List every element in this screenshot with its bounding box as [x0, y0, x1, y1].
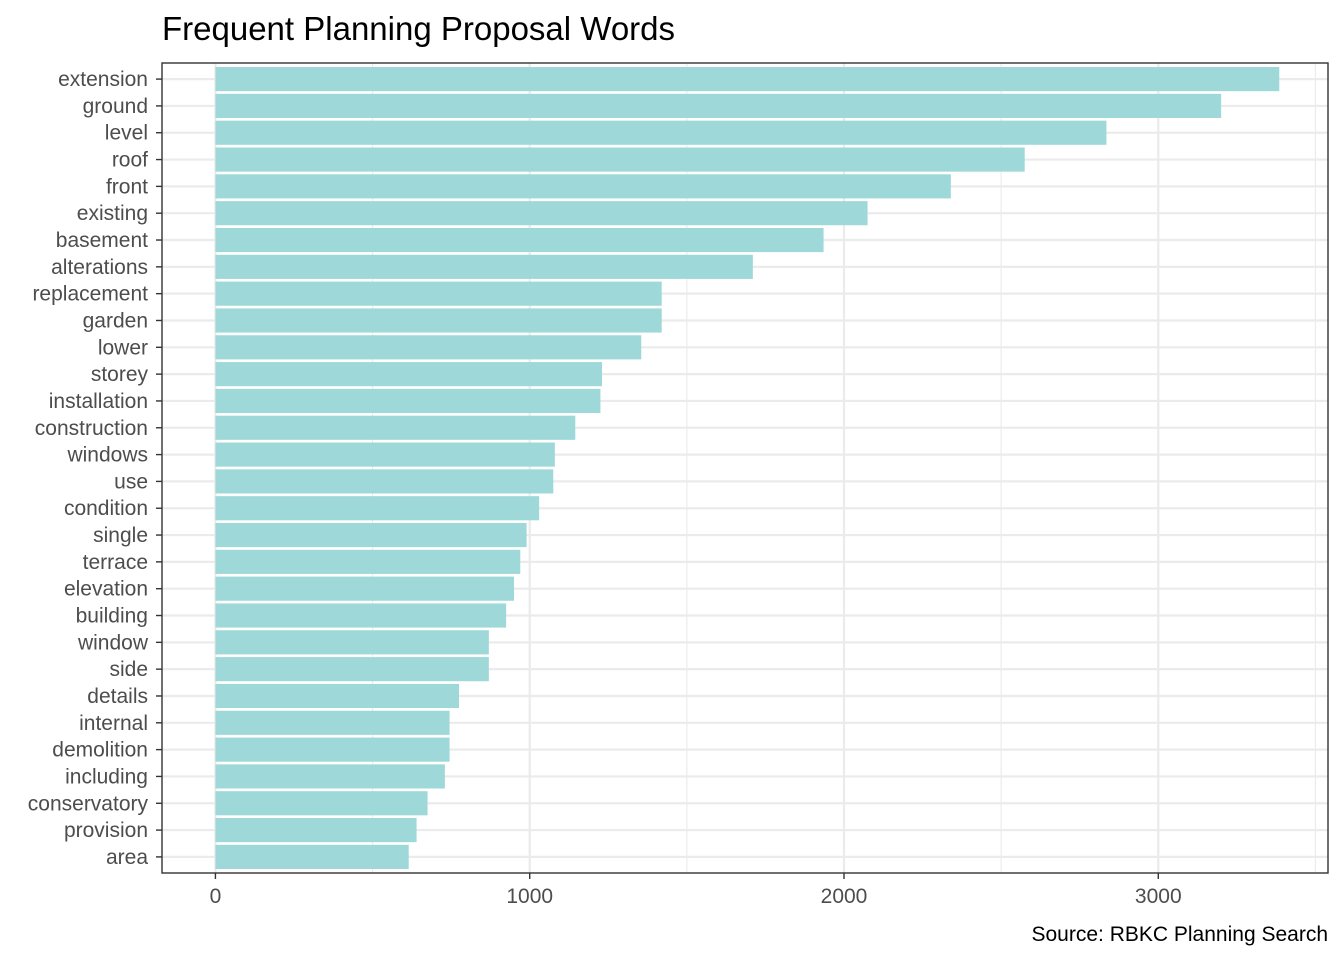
bar-area — [215, 844, 409, 869]
y-tick-label: building — [76, 605, 148, 628]
panel-border — [161, 62, 1329, 874]
bar-ground — [215, 93, 1222, 118]
bar-level — [215, 120, 1107, 145]
y-tick-label: details — [87, 685, 148, 708]
bar-storey — [215, 362, 602, 387]
bar-windows — [215, 442, 555, 467]
bar-including — [215, 764, 445, 789]
bar-internal — [215, 710, 450, 735]
y-tick-label: elevation — [64, 578, 148, 601]
y-tick-label: conservatory — [28, 792, 149, 815]
y-tick-label: replacement — [32, 283, 148, 306]
bar-garden — [215, 308, 662, 333]
y-tick-label: window — [77, 631, 149, 654]
bar-basement — [215, 227, 824, 253]
y-tick-label: roof — [112, 149, 148, 172]
bar-roof — [215, 147, 1025, 172]
bar-condition — [215, 496, 540, 521]
y-tick-label: ground — [83, 95, 148, 118]
bar-front — [215, 174, 951, 199]
y-tick-label: extension — [58, 68, 148, 91]
chart-title: Frequent Planning Proposal Words — [162, 10, 675, 47]
y-tick-label: provision — [64, 819, 148, 842]
bar-building — [215, 603, 507, 628]
y-tick-label: lower — [98, 336, 148, 359]
bar-side — [215, 657, 489, 682]
bar-single — [215, 522, 527, 548]
y-tick-label: basement — [56, 229, 148, 252]
y-tick-label: garden — [83, 309, 148, 332]
chart-caption: Source: RBKC Planning Search — [1032, 923, 1329, 946]
bar-provision — [215, 818, 417, 843]
y-tick-label: internal — [79, 712, 148, 735]
y-tick-label: alterations — [51, 256, 148, 279]
bar-terrace — [215, 549, 521, 574]
y-tick-label: windows — [66, 444, 148, 467]
bar-replacement — [215, 281, 662, 306]
y-tick-label: installation — [49, 390, 148, 413]
bar-alterations — [215, 254, 753, 279]
bar-elevation — [215, 576, 514, 601]
y-tick-label: construction — [35, 417, 148, 440]
y-tick-label: single — [93, 524, 148, 547]
bar-window — [215, 630, 489, 655]
bar-existing — [215, 201, 868, 226]
y-tick-label: side — [109, 658, 148, 681]
bar-installation — [215, 388, 601, 414]
y-tick-label: area — [106, 846, 148, 869]
plot-area: extension ground level roof front existing bas… — [28, 62, 1329, 908]
y-tick-label: use — [114, 470, 148, 493]
x-tick-label: 3000 — [1135, 885, 1182, 908]
bar-construction — [215, 415, 576, 440]
y-tick-label: demolition — [52, 739, 148, 762]
y-tick-label: existing — [77, 202, 148, 225]
y-tick-label: terrace — [83, 551, 148, 574]
x-tick-label: 2000 — [821, 885, 868, 908]
bar-details — [215, 683, 459, 709]
bar-lower — [215, 335, 642, 360]
bar-demolition — [215, 737, 450, 762]
x-tick-label: 0 — [210, 885, 222, 908]
bar-use — [215, 469, 554, 494]
y-tick-label: storey — [91, 363, 149, 386]
bar-extension — [215, 67, 1280, 92]
y-tick-label: front — [106, 175, 148, 198]
bar-conservatory — [215, 791, 428, 816]
y-tick-label: condition — [64, 497, 148, 520]
x-tick-label: 1000 — [506, 885, 553, 908]
y-tick-label: level — [105, 122, 148, 145]
y-tick-label: including — [65, 765, 148, 788]
